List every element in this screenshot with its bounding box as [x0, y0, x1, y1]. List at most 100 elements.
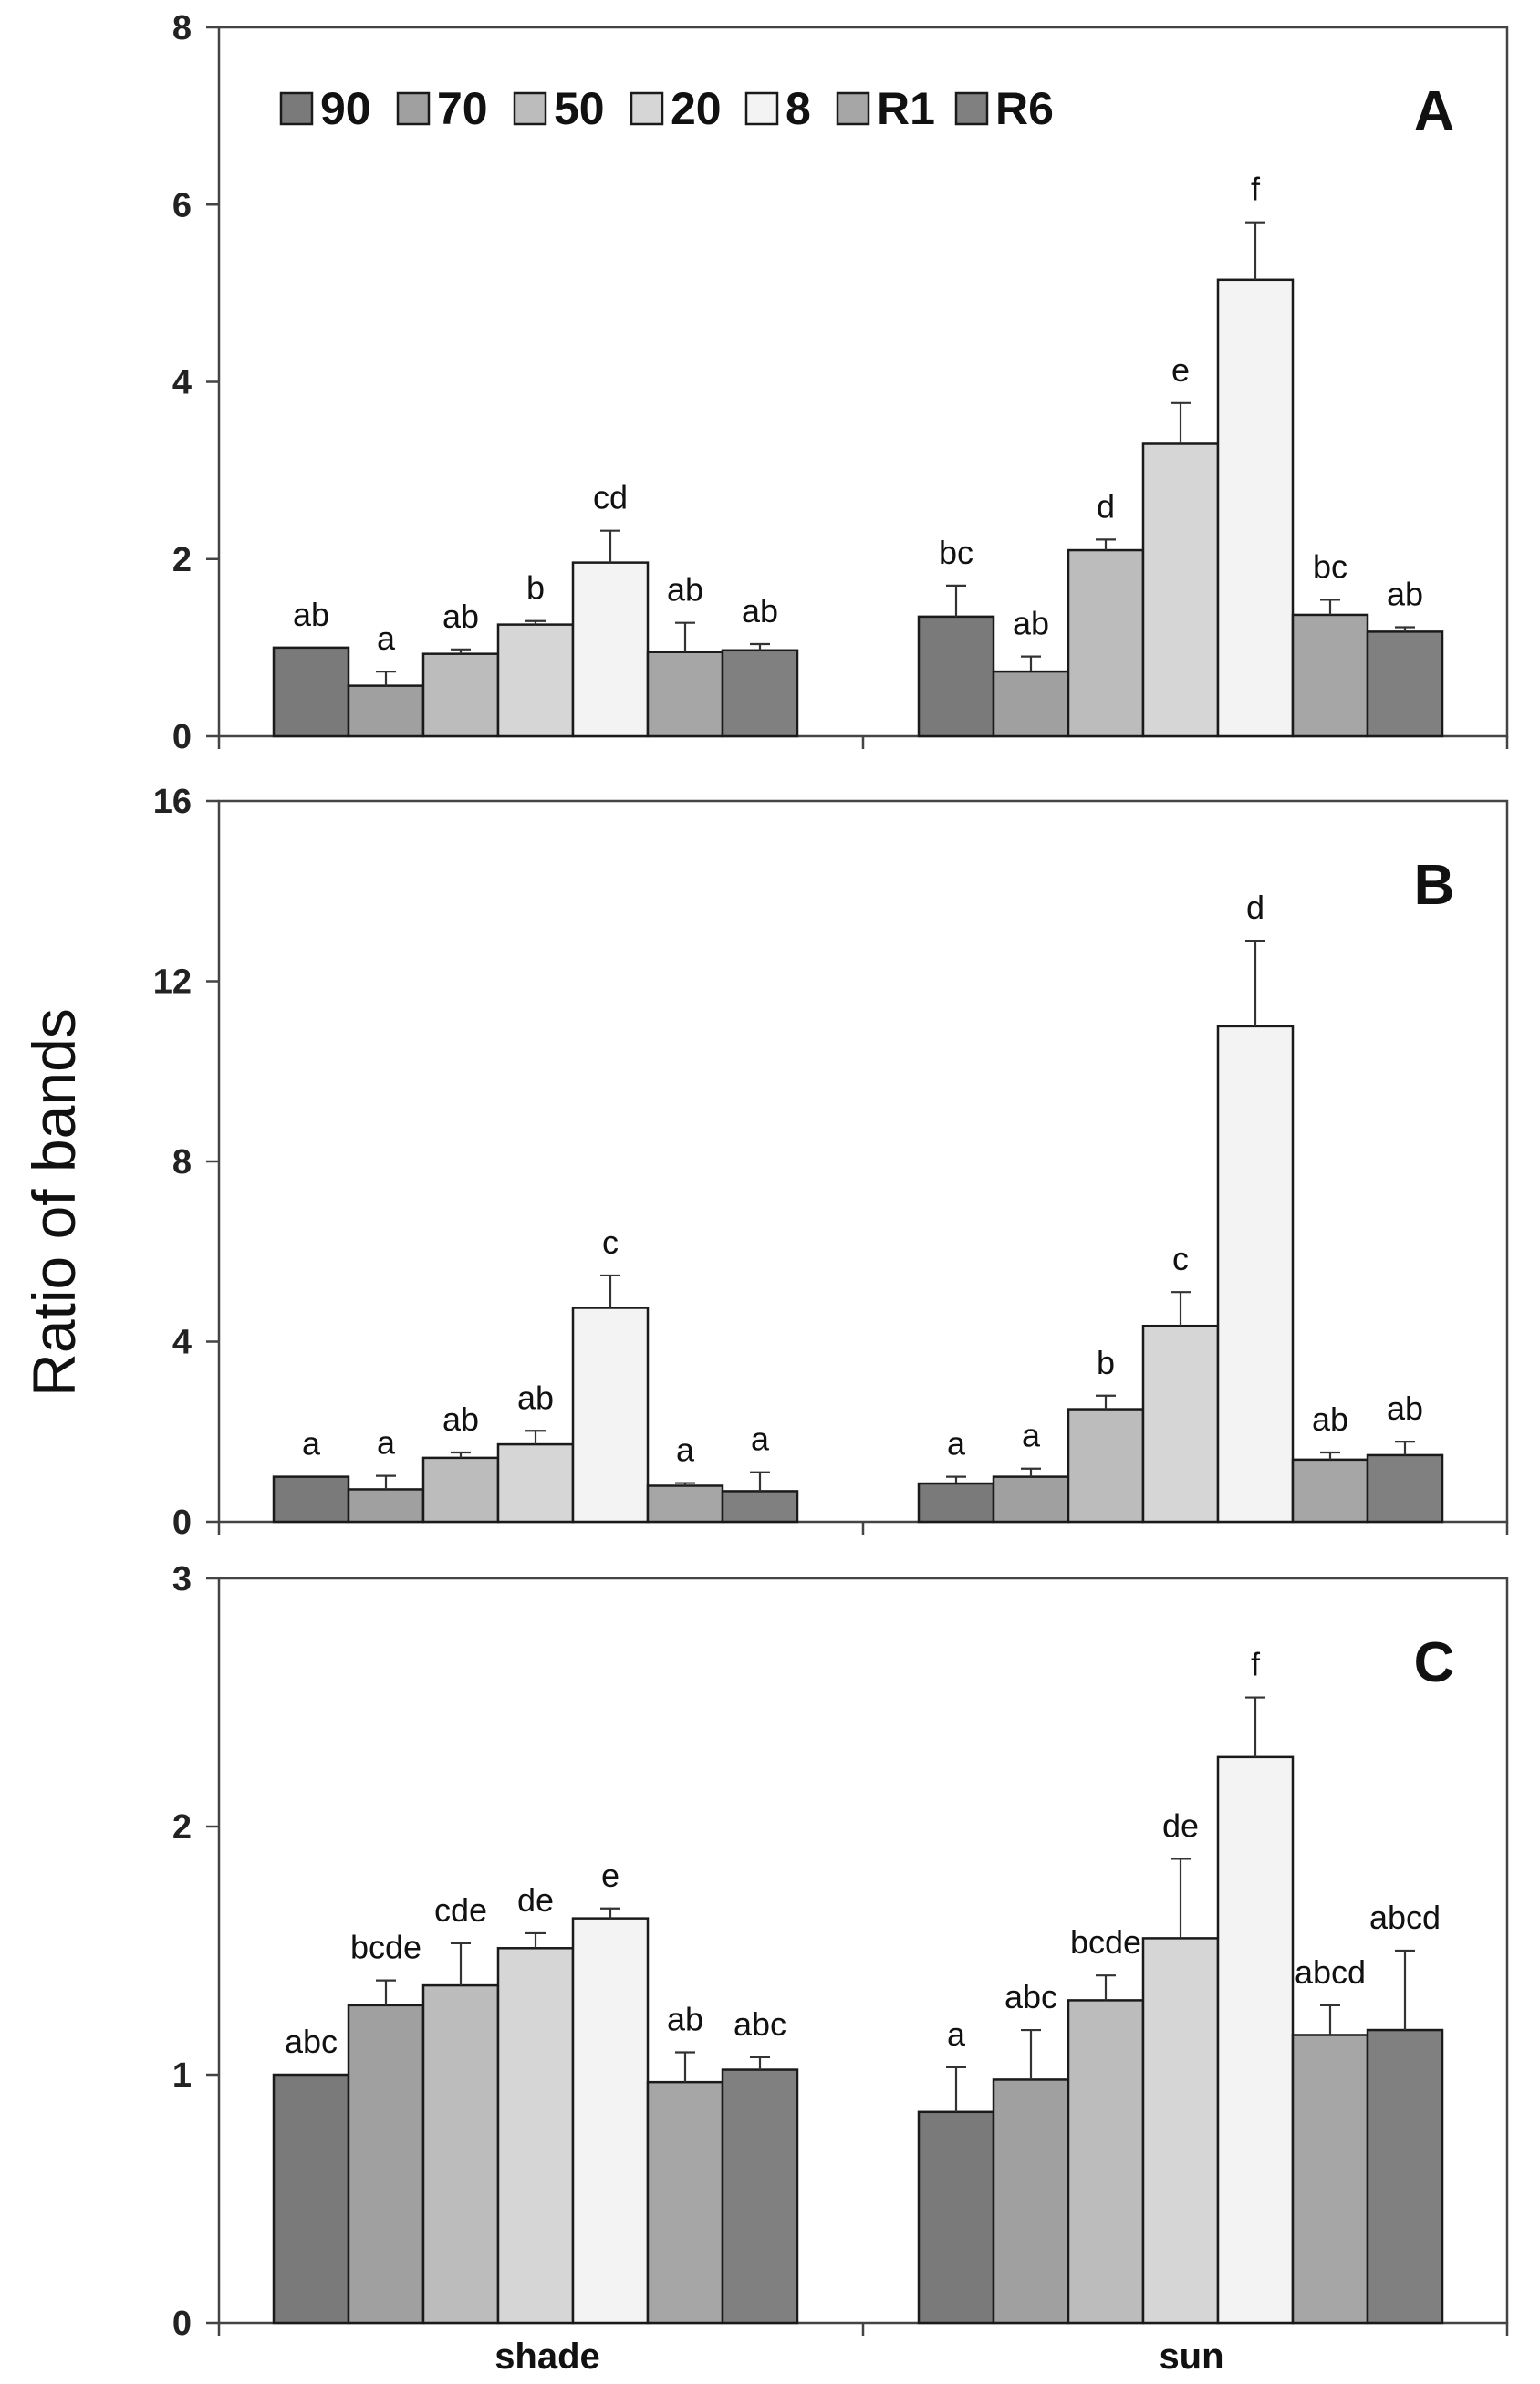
panel-letter-C: C	[1414, 1631, 1455, 1694]
bar-90-shade	[272, 1475, 350, 1524]
legend-swatch-8	[744, 91, 779, 126]
bar-90-shade	[272, 2073, 350, 2325]
legend-label-R1: R1	[877, 83, 935, 134]
significance-label: ab	[517, 1379, 554, 1416]
y-tick-label: 6	[172, 186, 192, 224]
legend-label-90: 90	[320, 83, 371, 134]
bar-90-sun	[917, 615, 995, 738]
legend-label-50: 50	[554, 83, 605, 134]
legend-swatch-20	[630, 91, 664, 126]
bar-8-sun	[1216, 1755, 1295, 2325]
bar-8-shade	[571, 1307, 650, 1524]
significance-label: a	[302, 1425, 321, 1463]
bar-50-sun	[1067, 548, 1145, 738]
bar-20-sun	[1141, 442, 1220, 738]
bar-R6-shade	[721, 1490, 799, 1524]
y-tick-label: 2	[172, 541, 192, 579]
significance-label: bcde	[350, 1929, 421, 1966]
significance-label: ab	[667, 2001, 703, 2038]
significance-label: a	[377, 1424, 396, 1462]
bar-R1-sun	[1291, 1458, 1369, 1524]
y-tick-label: 0	[172, 718, 192, 756]
bar-20-sun	[1141, 1324, 1220, 1524]
bar-R6-sun	[1366, 2028, 1444, 2325]
bar-R1-sun	[1291, 2034, 1369, 2325]
x-category-label-sun: sun	[1159, 2337, 1223, 2377]
significance-label: f	[1251, 171, 1261, 208]
significance-label: b	[526, 569, 545, 607]
significance-label: de	[517, 1881, 554, 1919]
bar-20-sun	[1141, 1937, 1220, 2325]
bar-90-shade	[272, 646, 350, 738]
bar-70-sun	[992, 2078, 1070, 2325]
significance-label: abcd	[1369, 1899, 1441, 1936]
significance-label: ab	[1387, 1390, 1423, 1427]
legend-swatch-R1	[836, 91, 870, 126]
bar-90-sun	[917, 2110, 995, 2325]
bar-8-shade	[571, 561, 650, 738]
legend: 90 70 50 20 8 R1 R6	[279, 83, 1054, 134]
panel-letter-B: B	[1414, 854, 1455, 917]
significance-label: ab	[293, 596, 329, 633]
bar-R6-shade	[721, 649, 799, 738]
significance-label: ab	[442, 598, 479, 635]
bar-20-shade	[496, 1947, 575, 2325]
y-tick-label: 0	[172, 2305, 192, 2343]
bar-8-sun	[1216, 1025, 1295, 1524]
y-tick-label: 16	[153, 783, 192, 821]
significance-label: e	[1171, 351, 1190, 389]
significance-label: c	[602, 1223, 619, 1261]
significance-label: a	[676, 1431, 695, 1469]
bar-8-sun	[1216, 278, 1295, 738]
panel-B: 0 4 8 12 16 a a a a ab b ab c c d a ab a ab B	[153, 783, 1509, 1542]
bar-70-sun	[992, 1475, 1070, 1524]
significance-label: e	[601, 1857, 619, 1894]
legend-swatch-50	[513, 91, 547, 126]
bar-8-shade	[571, 1917, 650, 2325]
bar-70-shade	[347, 684, 425, 738]
bar-70-shade	[347, 1488, 425, 1524]
significance-label: d	[1097, 487, 1115, 525]
bar-R6-sun	[1366, 630, 1444, 738]
bar-20-shade	[496, 1442, 575, 1524]
legend-label-70: 70	[437, 83, 488, 134]
y-tick-label: 8	[172, 1143, 192, 1182]
bar-90-sun	[917, 1482, 995, 1524]
panel-letter-A: A	[1414, 80, 1455, 143]
bar-R1-shade	[646, 651, 724, 738]
significance-label: ab	[1387, 576, 1423, 613]
legend-label-R6: R6	[995, 83, 1054, 134]
bar-R6-sun	[1366, 1453, 1444, 1524]
x-category-label-shade: shade	[494, 2337, 600, 2377]
legend-label-20: 20	[671, 83, 722, 134]
y-tick-label: 3	[172, 1560, 192, 1598]
legend-swatch-70	[396, 91, 431, 126]
bar-50-sun	[1067, 1408, 1145, 1524]
significance-label: f	[1251, 1646, 1261, 1683]
bar-70-sun	[992, 670, 1070, 738]
significance-label: bc	[1313, 547, 1348, 585]
legend-swatch-R6	[954, 91, 989, 126]
legend-label-8: 8	[786, 83, 811, 134]
y-axis-label: Ratio of bands	[20, 1008, 88, 1397]
bar-R1-shade	[646, 2080, 724, 2325]
significance-label: cd	[593, 479, 628, 516]
panel-A: 0 2 4 6 8 ab bc a ab ab d b e cd f ab bc ab ab A 90 70 50 20 8 R1…	[172, 9, 1509, 756]
significance-label: bcde	[1070, 1923, 1141, 1961]
y-tick-label: 4	[172, 1324, 192, 1362]
significance-label: ab	[442, 1400, 479, 1438]
y-tick-label: 4	[172, 364, 192, 402]
significance-label: a	[947, 1425, 966, 1463]
bar-R1-shade	[646, 1484, 724, 1524]
significance-label: abc	[285, 2023, 338, 2060]
significance-label: de	[1162, 1806, 1199, 1844]
significance-label: a	[377, 619, 396, 657]
bar-R1-sun	[1291, 613, 1369, 738]
significance-label: b	[1097, 1344, 1115, 1381]
y-tick-label: 0	[172, 1504, 192, 1542]
significance-label: ab	[667, 571, 703, 609]
significance-label: ab	[1312, 1400, 1348, 1438]
significance-label: a	[947, 2015, 966, 2053]
significance-label: d	[1246, 889, 1264, 926]
